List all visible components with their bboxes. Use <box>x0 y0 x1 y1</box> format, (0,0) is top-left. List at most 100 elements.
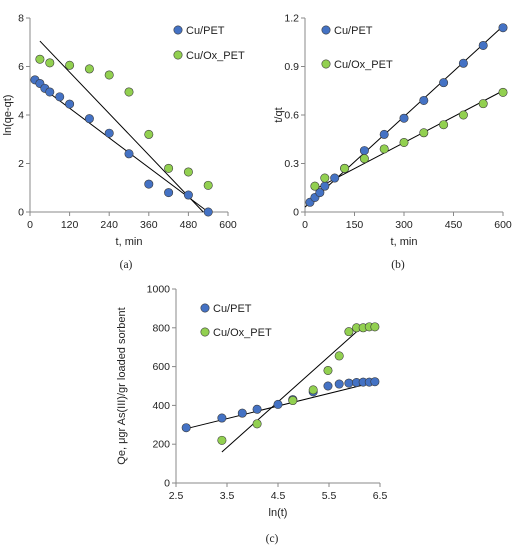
point-cu-ox-pet <box>458 110 468 120</box>
y-tick-label: 2 <box>18 158 24 170</box>
point-cu-ox-pet <box>379 144 389 154</box>
y-tick-label: 400 <box>152 400 170 412</box>
trendline-cu-ox-pet <box>221 325 364 453</box>
point-cu-ox-pet <box>344 327 354 337</box>
point-cu-ox-pet <box>217 435 227 445</box>
point-cu-pet <box>498 23 508 33</box>
x-tick-label: 3.5 <box>220 490 235 502</box>
point-cu-pet <box>315 188 325 198</box>
point-cu-ox-pet <box>124 87 134 97</box>
point-cu-pet <box>124 149 134 159</box>
trendline-cu-ox-pet <box>39 40 204 213</box>
point-cu-pet <box>359 146 369 156</box>
legend-label: Cu/Ox_PET <box>186 50 245 62</box>
caption-a: (a) <box>120 259 133 271</box>
point-cu-ox-pet <box>252 419 262 429</box>
point-cu-ox-pet <box>164 163 174 173</box>
y-tick-label: 4 <box>18 110 24 122</box>
legend-label: Cu/Ox_PET <box>334 59 393 71</box>
y-tick-label: 0 <box>293 207 299 219</box>
point-cu-pet <box>84 114 94 124</box>
point-cu-ox-pet <box>35 54 45 64</box>
y-tick-label: 1.2 <box>284 13 299 25</box>
point-cu-pet <box>320 181 330 191</box>
point-cu-ox-pet <box>183 167 193 177</box>
point-cu-pet <box>144 179 154 189</box>
x-tick-label: 600 <box>494 219 512 231</box>
x-tick-label: 0 <box>27 219 33 231</box>
point-cu-ox-pet <box>498 87 508 97</box>
y-tick-label: 0.9 <box>284 61 299 73</box>
legend-label: Cu/PET <box>334 25 373 37</box>
point-cu-pet <box>419 95 429 105</box>
point-cu-pet <box>344 378 354 388</box>
trendline-cu-pet <box>34 81 209 213</box>
x-tick-label: 450 <box>445 219 463 231</box>
point-cu-ox-pet <box>203 180 213 190</box>
point-cu-pet <box>104 128 114 138</box>
legend-marker <box>173 25 183 35</box>
y-tick-label: 0.6 <box>284 110 299 122</box>
x-tick-label: 0 <box>302 219 308 231</box>
y-tick-label: 1000 <box>147 284 171 296</box>
point-cu-pet <box>252 404 262 414</box>
caption-c: (c) <box>266 533 279 545</box>
point-cu-pet <box>458 58 468 68</box>
point-cu-ox-pet <box>419 128 429 138</box>
y-tick-label: 0 <box>164 478 170 490</box>
y-axis-label: Qe, μgr As(III)/gr loaded sorbent <box>116 307 128 464</box>
x-tick-label: 300 <box>395 219 413 231</box>
point-cu-ox-pet <box>399 137 409 147</box>
point-cu-ox-pet <box>144 129 154 139</box>
trendline-cu-ox-pet <box>314 90 504 190</box>
legend-marker <box>321 25 331 35</box>
point-cu-pet <box>45 87 55 97</box>
point-cu-ox-pet <box>308 385 318 395</box>
y-tick-label: 600 <box>152 361 170 373</box>
x-tick-label: 150 <box>346 219 364 231</box>
x-tick-label: 360 <box>140 219 158 231</box>
point-cu-pet <box>183 190 193 200</box>
y-tick-label: 6 <box>18 61 24 73</box>
chart-c-group: 0 200 400 600 800 1000 2.5 3.5 4.5 5.5 6.5 ln(t) Qe,… <box>116 284 387 546</box>
legend-label: Cu/Ox_PET <box>213 327 272 339</box>
y-axis-label: ln(qe-qt) <box>2 95 14 136</box>
x-tick-label: 600 <box>219 219 237 231</box>
point-cu-pet <box>217 413 227 423</box>
point-cu-ox-pet <box>370 322 380 332</box>
legend-marker <box>200 303 210 313</box>
point-cu-ox-pet <box>288 396 298 406</box>
x-axis-label: t, min <box>116 236 143 248</box>
x-tick-label: 480 <box>180 219 198 231</box>
point-cu-pet <box>323 381 333 391</box>
y-tick-label: 0 <box>18 207 24 219</box>
x-tick-label: 120 <box>61 219 79 231</box>
point-cu-pet <box>334 379 344 389</box>
x-tick-label: 5.5 <box>322 490 337 502</box>
point-cu-pet <box>478 40 488 50</box>
point-cu-pet <box>439 78 449 88</box>
point-cu-ox-pet <box>45 58 55 68</box>
y-tick-label: 8 <box>18 13 24 25</box>
legend-marker <box>200 327 210 337</box>
point-cu-pet <box>55 92 65 102</box>
point-cu-pet <box>330 173 340 183</box>
caption-b: (b) <box>391 259 405 271</box>
point-cu-pet <box>370 377 380 387</box>
legend-label: Cu/PET <box>213 303 252 315</box>
point-cu-ox-pet <box>323 365 333 375</box>
point-cu-pet <box>181 423 191 433</box>
point-cu-pet <box>65 99 75 109</box>
point-cu-pet <box>164 188 174 198</box>
y-axis-label: t/qt <box>273 107 285 122</box>
y-tick-label: 200 <box>152 439 170 451</box>
point-cu-ox-pet <box>310 181 320 191</box>
point-cu-pet <box>379 129 389 139</box>
x-tick-label: 6.5 <box>373 490 388 502</box>
legend-marker <box>321 59 331 69</box>
point-cu-ox-pet <box>340 163 350 173</box>
point-cu-ox-pet <box>84 64 94 74</box>
x-tick-label: 2.5 <box>169 490 184 502</box>
point-cu-pet <box>273 399 283 409</box>
